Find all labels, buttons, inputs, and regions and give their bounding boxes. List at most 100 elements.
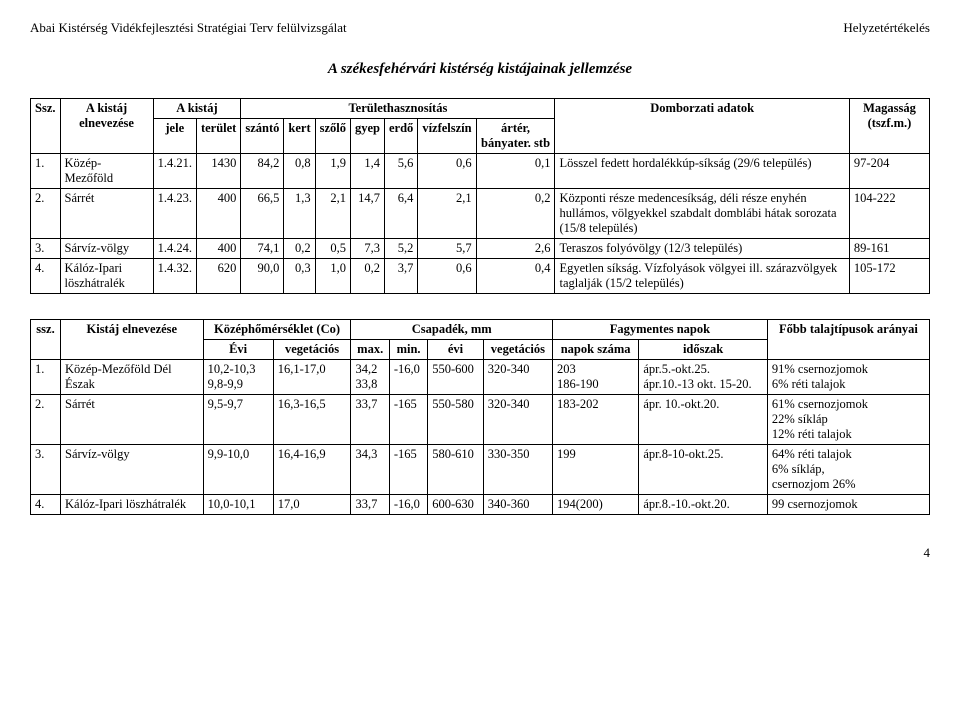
cell-kert: 0,2: [284, 239, 315, 259]
cell-szolo: 1,0: [315, 259, 350, 294]
cell-vegcsap: 320-340: [483, 360, 552, 395]
cell-domb: Központi része medencesíkság, déli része…: [555, 189, 849, 239]
cell-ssz: 4.: [31, 259, 61, 294]
table-row: 3.Sárvíz-völgy1.4.24.40074,10,20,57,35,2…: [31, 239, 930, 259]
col-jele: jele: [153, 119, 196, 154]
col-domborzat: Domborzati adatok: [555, 99, 849, 154]
cell-napok: 203186-190: [552, 360, 638, 395]
col-erdo: erdő: [385, 119, 418, 154]
cell-kert: 0,3: [284, 259, 315, 294]
cell-kert: 1,3: [284, 189, 315, 239]
cell-ssz: 2.: [31, 395, 61, 445]
cell-domb: Teraszos folyóvölgy (12/3 település): [555, 239, 849, 259]
cell-terulet: 620: [196, 259, 240, 294]
col-max: max.: [351, 340, 389, 360]
cell-idoszak: ápr.5.-okt.25.ápr.10.-13 okt. 15-20.: [639, 360, 768, 395]
col-idoszak: időszak: [639, 340, 768, 360]
col-terulet: terület: [196, 119, 240, 154]
cell-evicsap: 580-610: [428, 445, 484, 495]
col-napok: napok száma: [552, 340, 638, 360]
cell-szanto: 66,5: [241, 189, 284, 239]
col-szolo: szőlő: [315, 119, 350, 154]
cell-veg: 17,0: [273, 495, 351, 515]
col-evi-csap: évi: [428, 340, 484, 360]
cell-name: Sárvíz-völgy: [61, 445, 204, 495]
cell-name: Közép-Mezőföld DélÉszak: [61, 360, 204, 395]
cell-gyep: 7,3: [351, 239, 385, 259]
landscape-table: Ssz. A kistáj elnevezése A kistáj Terüle…: [30, 98, 930, 294]
col-arter: ártér, bányater. stb: [476, 119, 555, 154]
cell-viz: 2,1: [418, 189, 476, 239]
col-gyep: gyep: [351, 119, 385, 154]
cell-ssz: 2.: [31, 189, 61, 239]
cell-veg: 16,1-17,0: [273, 360, 351, 395]
cell-fobb: 64% réti talajok6% síkláp,csernozjom 26%: [767, 445, 929, 495]
table-row: 3.Sárvíz-völgy9,9-10,016,4-16,934,3-1655…: [31, 445, 930, 495]
cell-evi: 10,2-10,39,8-9,9: [203, 360, 273, 395]
cell-jele: 1.4.21.: [153, 154, 196, 189]
cell-kert: 0,8: [284, 154, 315, 189]
col-hasznositas: Területhasznosítás: [241, 99, 555, 119]
cell-min: -165: [389, 445, 427, 495]
cell-name: Sárvíz-völgy: [60, 239, 153, 259]
col-magassag: Magasság (tszf.m.): [849, 99, 929, 154]
table-row: 1.Közép-Mezőföld1.4.21.143084,20,81,91,4…: [31, 154, 930, 189]
cell-ssz: 4.: [31, 495, 61, 515]
col-kert: kert: [284, 119, 315, 154]
cell-viz: 0,6: [418, 259, 476, 294]
cell-jele: 1.4.24.: [153, 239, 196, 259]
cell-name: Közép-Mezőföld: [60, 154, 153, 189]
cell-terulet: 400: [196, 239, 240, 259]
cell-fobb: 61% csernozjomok22% síkláp12% réti talaj…: [767, 395, 929, 445]
cell-evi: 10,0-10,1: [203, 495, 273, 515]
cell-arter: 0,4: [476, 259, 555, 294]
page-number: 4: [30, 545, 930, 561]
cell-gyep: 1,4: [351, 154, 385, 189]
cell-napok: 199: [552, 445, 638, 495]
cell-szanto: 84,2: [241, 154, 284, 189]
cell-domb: Lösszel fedett hordalékkúp-síkság (29/6 …: [555, 154, 849, 189]
cell-ssz: 3.: [31, 239, 61, 259]
cell-min: -165: [389, 395, 427, 445]
cell-szolo: 2,1: [315, 189, 350, 239]
table-row: 2.Sárrét1.4.23.40066,51,32,114,76,42,10,…: [31, 189, 930, 239]
cell-name: Kálóz-Ipari löszhátralék: [61, 495, 204, 515]
cell-viz: 0,6: [418, 154, 476, 189]
cell-fobb: 99 csernozjomok: [767, 495, 929, 515]
cell-szolo: 0,5: [315, 239, 350, 259]
col-homer: Középhőmérséklet (Co): [203, 320, 351, 340]
cell-terulet: 1430: [196, 154, 240, 189]
cell-napok: 183-202: [552, 395, 638, 445]
cell-evicsap: 600-630: [428, 495, 484, 515]
cell-erdo: 3,7: [385, 259, 418, 294]
cell-arter: 2,6: [476, 239, 555, 259]
cell-evi: 9,9-10,0: [203, 445, 273, 495]
cell-szanto: 90,0: [241, 259, 284, 294]
cell-vegcsap: 330-350: [483, 445, 552, 495]
cell-szanto: 74,1: [241, 239, 284, 259]
col-fobb: Főbb talajtípusok arányai: [767, 320, 929, 360]
cell-jele: 1.4.32.: [153, 259, 196, 294]
cell-idoszak: ápr.8-10-okt.25.: [639, 445, 768, 495]
cell-arter: 0,1: [476, 154, 555, 189]
cell-name: Kálóz-Ipari löszhátralék: [60, 259, 153, 294]
cell-domb: Egyetlen síkság. Vízfolyások völgyei ill…: [555, 259, 849, 294]
col-name: Kistáj elnevezése: [61, 320, 204, 360]
cell-min: -16,0: [389, 495, 427, 515]
page-title: A székesfehérvári kistérség kistájainak …: [30, 61, 930, 78]
col-viz: vízfelszín: [418, 119, 476, 154]
cell-ssz: 1.: [31, 360, 61, 395]
cell-terulet: 400: [196, 189, 240, 239]
climate-table: ssz. Kistáj elnevezése Középhőmérséklet …: [30, 319, 930, 515]
cell-idoszak: ápr. 10.-okt.20.: [639, 395, 768, 445]
cell-viz: 5,7: [418, 239, 476, 259]
cell-gyep: 0,2: [351, 259, 385, 294]
cell-max: 34,233,8: [351, 360, 389, 395]
cell-max: 33,7: [351, 395, 389, 445]
cell-veg: 16,3-16,5: [273, 395, 351, 445]
table-head-row: ssz. Kistáj elnevezése Középhőmérséklet …: [31, 320, 930, 340]
cell-ssz: 3.: [31, 445, 61, 495]
cell-erdo: 6,4: [385, 189, 418, 239]
col-veg: vegetációs: [273, 340, 351, 360]
header-left: Abai Kistérség Vidékfejlesztési Stratégi…: [30, 20, 347, 36]
